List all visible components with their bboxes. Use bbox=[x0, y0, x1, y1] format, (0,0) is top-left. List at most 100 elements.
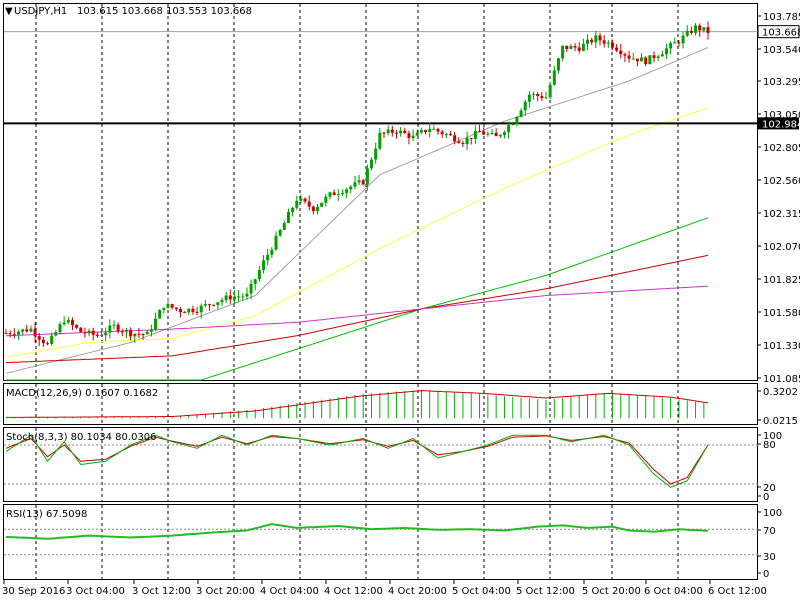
price-tick-label: 101.580 bbox=[763, 308, 800, 319]
x-axis-label: 5 Oct 12:00 bbox=[516, 586, 575, 597]
rsi-panel[interactable] bbox=[3, 504, 758, 580]
candle-body bbox=[706, 27, 710, 33]
candle-body bbox=[515, 116, 519, 125]
candle-body bbox=[361, 180, 365, 185]
candle-body bbox=[685, 30, 689, 36]
candle-body bbox=[689, 30, 693, 33]
candle-body bbox=[519, 110, 523, 117]
candle-body bbox=[183, 312, 187, 314]
candle-body bbox=[33, 328, 37, 337]
candle-body bbox=[565, 45, 569, 49]
candle-body bbox=[95, 334, 99, 337]
candle-body bbox=[635, 58, 639, 62]
candle-body bbox=[694, 25, 698, 33]
candle-body bbox=[195, 311, 199, 313]
candle-body bbox=[286, 212, 290, 223]
candle-body bbox=[154, 318, 158, 330]
candle-body bbox=[70, 320, 74, 326]
candle-body bbox=[262, 260, 266, 271]
candle-body bbox=[266, 254, 270, 261]
candle-body bbox=[444, 134, 448, 136]
price-tick-label: 101.085 bbox=[763, 374, 800, 385]
candle-body bbox=[203, 304, 207, 306]
candle-body bbox=[29, 328, 33, 332]
candle-body bbox=[457, 141, 461, 144]
candle-body bbox=[245, 293, 249, 297]
candle-body bbox=[100, 335, 104, 337]
rsi-tick-label: 70 bbox=[763, 526, 776, 537]
hline-price-label: 102.984 bbox=[762, 119, 800, 130]
candle-body bbox=[274, 235, 278, 250]
candle-body bbox=[448, 134, 452, 136]
candle-body bbox=[108, 325, 112, 333]
dropdown-triangle-icon[interactable]: ▼ bbox=[5, 6, 13, 17]
price-tick-label: 102.805 bbox=[763, 143, 800, 154]
x-axis-label: 5 Oct 20:00 bbox=[582, 586, 641, 597]
candle-body bbox=[120, 331, 124, 333]
ma-line-green bbox=[6, 217, 709, 381]
candle-body bbox=[178, 309, 182, 313]
candle-body bbox=[328, 192, 332, 197]
stoch-main-line bbox=[5, 434, 709, 488]
candle-body bbox=[129, 329, 133, 337]
candle-body bbox=[660, 54, 664, 57]
candle-body bbox=[490, 132, 494, 134]
price-tick-label: 103.540 bbox=[763, 45, 800, 56]
candle-body bbox=[141, 334, 145, 336]
candle-body bbox=[340, 193, 344, 195]
candle-body bbox=[556, 58, 560, 71]
hline-price-tag bbox=[758, 117, 799, 130]
x-axis-label: 30 Sep 2016 bbox=[2, 586, 65, 597]
candle-body bbox=[403, 130, 407, 134]
candle-body bbox=[615, 47, 619, 51]
candle-body bbox=[303, 198, 307, 202]
rsi-line bbox=[5, 523, 709, 540]
candle-body bbox=[411, 135, 415, 139]
candle-body bbox=[220, 299, 224, 303]
candle-body bbox=[83, 332, 87, 334]
stoch-panel[interactable] bbox=[3, 427, 758, 502]
candle-body bbox=[461, 143, 465, 145]
candle-body bbox=[440, 131, 444, 135]
candle-body bbox=[79, 327, 83, 333]
rsi-tick-label: 30 bbox=[763, 552, 776, 563]
stoch-tick-label: 20 bbox=[763, 483, 776, 494]
rsi-label: RSI(13) 67.5098 bbox=[6, 509, 87, 520]
x-axis-labels: 30 Sep 2016 3 Oct 04:00 3 Oct 12:00 3 Oct 2… bbox=[2, 579, 767, 597]
candle-body bbox=[104, 332, 108, 336]
candle-body bbox=[669, 43, 673, 49]
candle-body bbox=[353, 182, 357, 187]
candle-body bbox=[428, 128, 432, 133]
candle-body bbox=[208, 304, 212, 306]
candle-body bbox=[561, 45, 565, 59]
candle-body bbox=[25, 329, 29, 332]
candle-body bbox=[58, 324, 62, 333]
x-axis-label: 4 Oct 12:00 bbox=[324, 586, 383, 597]
macd-panel[interactable] bbox=[3, 383, 758, 425]
candle-body bbox=[652, 55, 656, 59]
candle-body bbox=[345, 189, 349, 194]
candle-body bbox=[548, 84, 552, 98]
candle-body bbox=[498, 135, 502, 137]
candle-body bbox=[581, 43, 585, 51]
candle-body bbox=[237, 296, 241, 298]
candle-body bbox=[316, 206, 320, 212]
candle-body bbox=[357, 180, 361, 183]
x-axis-label: 3 Oct 12:00 bbox=[132, 586, 191, 597]
candle-body bbox=[419, 130, 423, 133]
candle-body bbox=[390, 129, 394, 133]
candle-body bbox=[37, 336, 41, 340]
chart-title: USDJPY,H1 bbox=[14, 6, 67, 17]
candle-body bbox=[307, 201, 311, 207]
candle-body bbox=[332, 192, 336, 196]
candle-body bbox=[349, 186, 353, 190]
candle-body bbox=[386, 129, 390, 134]
x-axis-label: 3 Oct 20:00 bbox=[196, 586, 255, 597]
candle-body bbox=[677, 42, 681, 44]
candle-body bbox=[586, 39, 590, 44]
candle-body bbox=[4, 333, 8, 335]
candle-body bbox=[378, 132, 382, 149]
moving-averages bbox=[4, 31, 758, 381]
candle-body bbox=[507, 125, 511, 133]
